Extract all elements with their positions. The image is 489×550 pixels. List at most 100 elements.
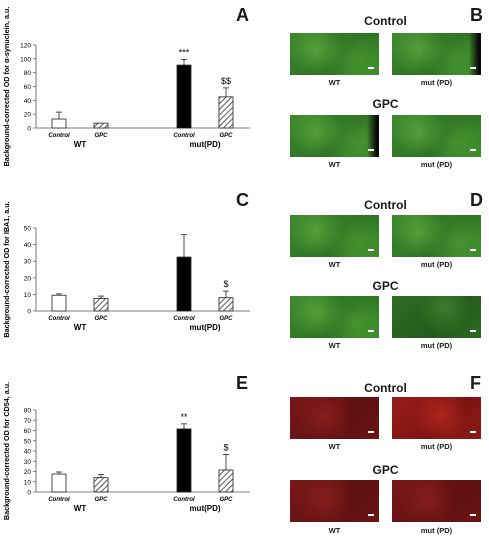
micrograph-label-mut: mut (PD) <box>420 78 453 87</box>
significance-marker: $ <box>223 279 228 289</box>
bar <box>218 96 234 129</box>
group-title-gpc: GPC <box>372 463 399 477</box>
category-label: Control <box>48 316 70 322</box>
category-label: Control <box>173 133 195 139</box>
micrograph-label-wt: WT <box>328 160 341 169</box>
scale-bar <box>368 149 374 151</box>
y-axis-label: Background-corrected OD for α-synuclein,… <box>2 7 11 167</box>
micrograph-label-mut: mut (PD) <box>420 442 453 451</box>
group-title-control: Control <box>364 198 407 212</box>
group-label: mut(PD) <box>189 140 220 149</box>
y-tick-label: 20 <box>24 469 32 476</box>
y-tick-label: 40 <box>24 242 32 249</box>
y-tick-label: 40 <box>24 98 32 105</box>
bar <box>51 118 67 129</box>
panel-letter-d: D <box>470 190 483 210</box>
category-label: GPC <box>94 497 108 503</box>
y-axis-label: Background-corrected OD for CD54, a.u. <box>2 382 11 520</box>
scale-bar <box>470 149 476 151</box>
bar <box>176 64 192 129</box>
chart-panel-a: Background-corrected OD for α-synuclein,… <box>0 0 255 180</box>
category-label: Control <box>173 316 195 322</box>
category-label: GPC <box>219 133 233 139</box>
category-label: Control <box>173 497 195 503</box>
y-tick-label: 0 <box>27 309 31 316</box>
significance-marker: $$ <box>221 76 231 86</box>
scale-bar <box>470 514 476 516</box>
y-tick-label: 10 <box>24 479 32 486</box>
micrograph-mut-gpc <box>392 115 481 157</box>
micrograph-label-wt: WT <box>328 78 341 87</box>
scale-bar <box>470 249 476 251</box>
bar <box>51 473 67 493</box>
category-label: Control <box>48 497 70 503</box>
y-tick-label: 80 <box>24 70 32 77</box>
bar <box>218 297 234 312</box>
micrograph-wt-control <box>290 33 379 75</box>
scale-bar <box>368 330 374 332</box>
y-tick-label: 100 <box>20 56 31 63</box>
group-label: WT <box>74 140 87 149</box>
bar <box>93 298 109 312</box>
micrograph-label-wt: WT <box>328 341 341 350</box>
micrograph-mut-control <box>392 215 481 257</box>
y-tick-label: 50 <box>24 226 32 233</box>
micrograph-mut-gpc <box>392 480 481 522</box>
group-label: mut(PD) <box>189 504 220 513</box>
micrograph-wt-gpc <box>290 115 379 157</box>
category-label: GPC <box>94 133 108 139</box>
micrograph-label-mut: mut (PD) <box>420 526 453 535</box>
panel-letter-a: A <box>236 5 249 25</box>
y-tick-label: 0 <box>27 490 31 497</box>
scale-bar <box>368 67 374 69</box>
chart-e-svg: Background-corrected OD for CD54, a.u. 0 1… <box>2 382 250 520</box>
group-title-control: Control <box>364 14 407 28</box>
y-tick-label: 20 <box>24 275 32 282</box>
category-label: GPC <box>94 316 108 322</box>
bar <box>51 294 67 312</box>
group-label: WT <box>74 504 87 513</box>
micrograph-label-mut: mut (PD) <box>420 260 453 269</box>
panel-letter-e: E <box>236 373 249 393</box>
chart-c-svg: Background-corrected OD for IBA1, a.u. 0 1… <box>2 201 250 338</box>
image-panel-f: Control WT mut (PD) GPC WT mut (PD) <box>282 366 489 546</box>
bar <box>93 122 109 129</box>
micrograph-label-wt: WT <box>328 526 341 535</box>
panel-letter-c: C <box>236 190 249 210</box>
image-panel-b: Control WT mut (PD) GPC WT mut (PD) <box>282 0 489 180</box>
panel-letter-f: F <box>470 373 481 393</box>
y-tick-label: 0 <box>27 126 31 133</box>
scale-bar <box>368 431 374 433</box>
bar <box>176 428 192 493</box>
bar <box>93 477 109 493</box>
significance-marker: ** <box>180 412 188 422</box>
y-tick-label: 50 <box>24 438 32 445</box>
tissue-edge <box>367 115 379 157</box>
category-label: GPC <box>219 316 233 322</box>
scale-bar <box>470 67 476 69</box>
micrograph-mut-control <box>392 397 481 439</box>
y-tick-label: 30 <box>24 259 32 266</box>
category-label: Control <box>48 133 70 139</box>
y-tick-label: 40 <box>24 449 32 456</box>
significance-marker: *** <box>179 48 190 58</box>
y-tick-label: 60 <box>24 84 32 91</box>
scale-bar <box>470 431 476 433</box>
group-title-gpc: GPC <box>372 279 399 293</box>
micrograph-mut-gpc <box>392 296 481 338</box>
micrograph-label-wt: WT <box>328 260 341 269</box>
micrograph-wt-control <box>290 397 379 439</box>
group-title-control: Control <box>364 381 407 395</box>
chart-panel-e: Background-corrected OD for CD54, a.u. 0 1… <box>0 366 255 546</box>
scale-bar <box>368 249 374 251</box>
y-tick-label: 80 <box>24 408 32 415</box>
y-tick-label: 10 <box>24 292 32 299</box>
micrograph-label-mut: mut (PD) <box>420 341 453 350</box>
tissue-edge <box>469 33 481 75</box>
panel-letter-b: B <box>470 5 483 25</box>
chart-panel-c: Background-corrected OD for IBA1, a.u. 0 1… <box>0 183 255 363</box>
micrograph-label-mut: mut (PD) <box>420 160 453 169</box>
y-tick-label: 60 <box>24 428 32 435</box>
group-title-gpc: GPC <box>372 97 399 111</box>
micrograph-label-wt: WT <box>328 442 341 451</box>
